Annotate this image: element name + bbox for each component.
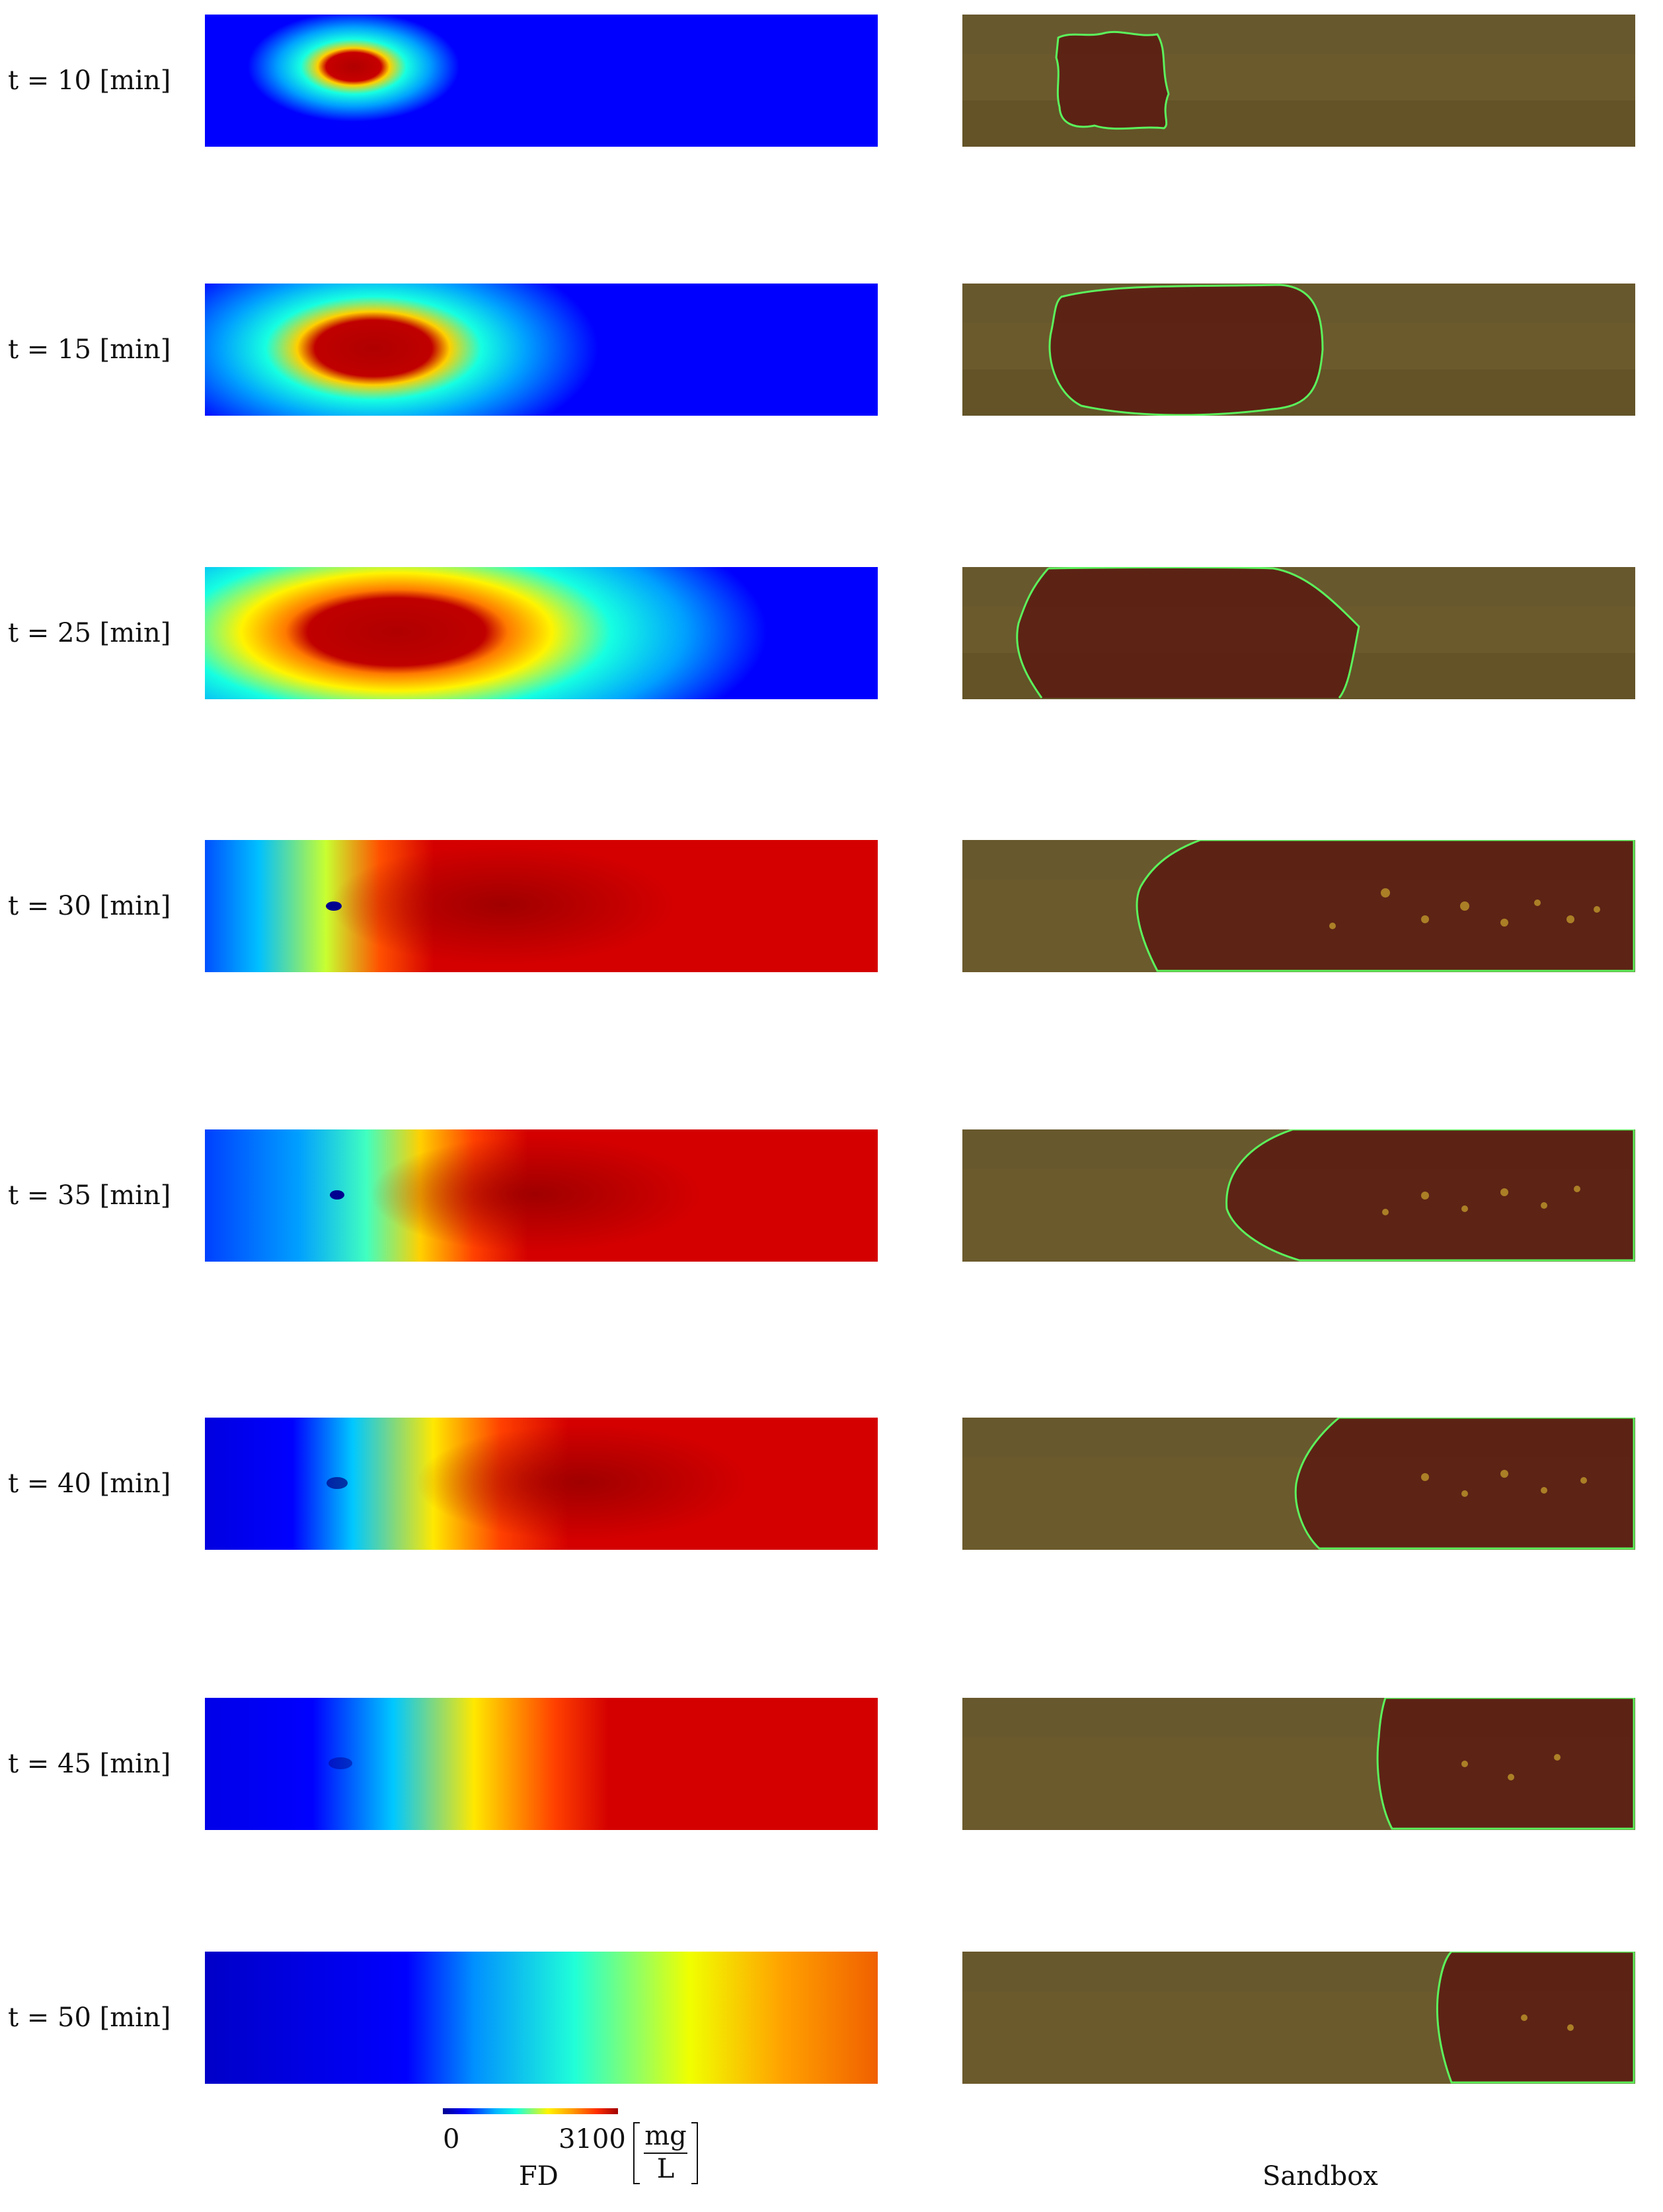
time-label: t = 35 [min] xyxy=(8,1180,171,1211)
sandbox-photo xyxy=(962,1952,1635,2084)
time-label: t = 40 [min] xyxy=(8,1468,171,1499)
row-t40: t = 40 [min] xyxy=(0,1418,1663,1550)
fd-concentration-map xyxy=(205,1952,878,2084)
time-label: t = 10 [min] xyxy=(8,65,171,96)
time-label: t = 15 [min] xyxy=(8,334,171,365)
row-t15: t = 15 [min] xyxy=(0,284,1663,416)
caption-sandbox: Sandbox xyxy=(1262,2161,1378,2192)
sandbox-photo xyxy=(962,1698,1635,1830)
sandbox-photo xyxy=(962,284,1635,416)
time-label: t = 30 [min] xyxy=(8,891,171,921)
fraction-bar xyxy=(644,2153,687,2154)
row-t30: t = 30 [min] xyxy=(0,840,1663,972)
fd-concentration-map xyxy=(205,567,878,699)
fd-concentration-map xyxy=(205,840,878,972)
unit-denominator: L xyxy=(656,2154,675,2184)
row-t10: t = 10 [min] xyxy=(0,15,1663,147)
colorbar-min-label: 0 xyxy=(443,2124,460,2155)
fd-concentration-map xyxy=(205,15,878,147)
colorbar-gradient xyxy=(443,2108,618,2114)
row-t25: t = 25 [min] xyxy=(0,567,1663,699)
sandbox-photo xyxy=(962,567,1635,699)
caption-fd: FD xyxy=(519,2161,559,2192)
time-label: t = 25 [min] xyxy=(8,618,171,648)
unit-numerator: mg xyxy=(644,2121,687,2151)
row-t50: t = 50 [min] xyxy=(0,1952,1663,2084)
fd-concentration-map xyxy=(205,1129,878,1262)
fd-concentration-map xyxy=(205,1418,878,1550)
fd-concentration-map xyxy=(205,1698,878,1830)
colorbar-max-label: 3100 xyxy=(559,2124,626,2155)
row-t45: t = 45 [min] xyxy=(0,1698,1663,1830)
sandbox-photo xyxy=(962,1129,1635,1262)
colorbar-unit: mg L xyxy=(629,2119,702,2186)
sandbox-photo xyxy=(962,1418,1635,1550)
fd-concentration-map xyxy=(205,284,878,416)
bracket-right xyxy=(691,2122,698,2184)
sandbox-photo xyxy=(962,15,1635,147)
row-t35: t = 35 [min] xyxy=(0,1129,1663,1262)
time-label: t = 45 [min] xyxy=(8,1749,171,1779)
bracket-left xyxy=(633,2122,640,2184)
sandbox-photo xyxy=(962,840,1635,972)
time-label: t = 50 [min] xyxy=(8,2002,171,2033)
